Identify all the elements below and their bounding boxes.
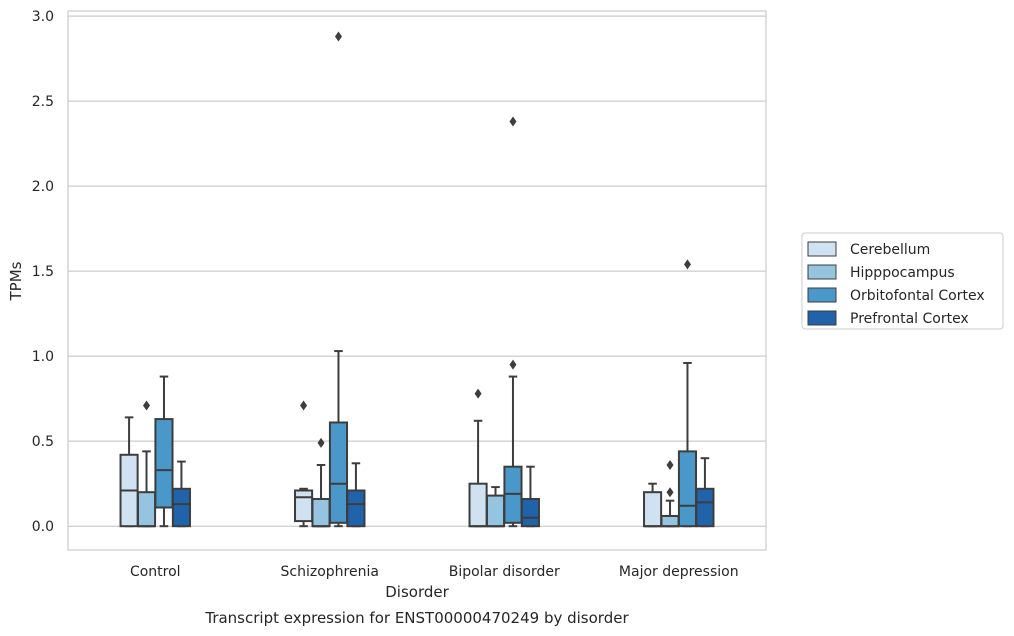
chart-caption: Transcript expression for ENST0000047024… — [204, 609, 629, 627]
legend-swatch — [807, 310, 837, 326]
box-body — [677, 450, 698, 528]
x-tick-label: Bipolar disorder — [449, 564, 560, 580]
outlier-point — [509, 359, 517, 370]
legend-label: Hipppocampus — [850, 265, 955, 281]
outlier-point — [300, 400, 308, 411]
x-tick-label: Major depression — [619, 564, 739, 580]
box-body — [485, 494, 506, 528]
plot-frame — [67, 10, 767, 551]
y-tick-label: 2.5 — [32, 94, 54, 110]
box-body — [520, 497, 540, 528]
box-1-0 — [136, 400, 157, 528]
box-body — [328, 421, 349, 524]
y-tick-label: 1.0 — [32, 349, 54, 365]
legend-label: Cerebellum — [850, 242, 930, 258]
box-0-0 — [119, 416, 139, 528]
y-axis-label: TPMs — [7, 261, 25, 301]
box-0-2 — [468, 388, 488, 528]
box-2-2 — [503, 116, 523, 528]
box-body — [468, 482, 488, 528]
box-3-3 — [695, 457, 715, 528]
box-3-1 — [346, 462, 366, 528]
box-2-1 — [328, 31, 349, 528]
box-body — [294, 489, 314, 523]
outlier-point — [666, 459, 674, 470]
box-2-0 — [154, 375, 174, 528]
legend-label: Orbitofontal Cortex — [850, 288, 985, 304]
legend-label: Prefrontal Cortex — [850, 311, 969, 327]
outlier-point — [317, 437, 325, 448]
x-tick-label: Control — [130, 564, 181, 580]
y-tick-label: 0.0 — [32, 519, 54, 535]
box-1-1 — [311, 437, 331, 528]
box-body — [154, 418, 174, 509]
outlier-point — [683, 259, 691, 270]
y-tick-label: 3.0 — [32, 9, 54, 25]
y-tick-label: 1.5 — [32, 264, 54, 280]
legend-box — [801, 232, 1004, 330]
outlier-point — [143, 400, 151, 411]
box-body — [136, 491, 157, 528]
legend-swatch — [807, 241, 837, 257]
outlier-point — [666, 487, 674, 498]
box-body — [695, 487, 715, 528]
box-3-2 — [520, 465, 540, 528]
box-1-3 — [660, 459, 680, 528]
box-body — [660, 514, 680, 528]
box-2-3 — [677, 259, 698, 528]
box-1-2 — [485, 486, 506, 528]
box-plots — [119, 31, 715, 528]
box-body — [171, 487, 191, 528]
outlier-point — [474, 388, 482, 399]
box-body — [346, 489, 366, 528]
outlier-point — [334, 31, 342, 42]
legend: Cerebellum Hipppocampus Orbitofontal Corte… — [801, 232, 1004, 330]
y-tick-labels: 0.0 0.5 1.0 1.5 2.0 2.5 3.0 — [32, 9, 54, 535]
box-body — [643, 491, 663, 528]
box-0-1 — [294, 400, 314, 528]
x-tick-labels: Control Schizophrenia Bipolar disorder Majo… — [130, 564, 739, 580]
legend-swatch — [807, 264, 837, 280]
y-tick-label: 0.5 — [32, 434, 54, 450]
box-body — [311, 497, 331, 528]
gridlines — [68, 15, 766, 527]
x-axis-label: Disorder — [385, 583, 449, 601]
box-0-3 — [643, 482, 663, 528]
x-tick-label: Schizophrenia — [281, 564, 379, 580]
legend-swatch — [807, 287, 837, 303]
box-3-0 — [171, 460, 191, 528]
y-tick-label: 2.0 — [32, 179, 54, 195]
outlier-point — [509, 116, 517, 127]
